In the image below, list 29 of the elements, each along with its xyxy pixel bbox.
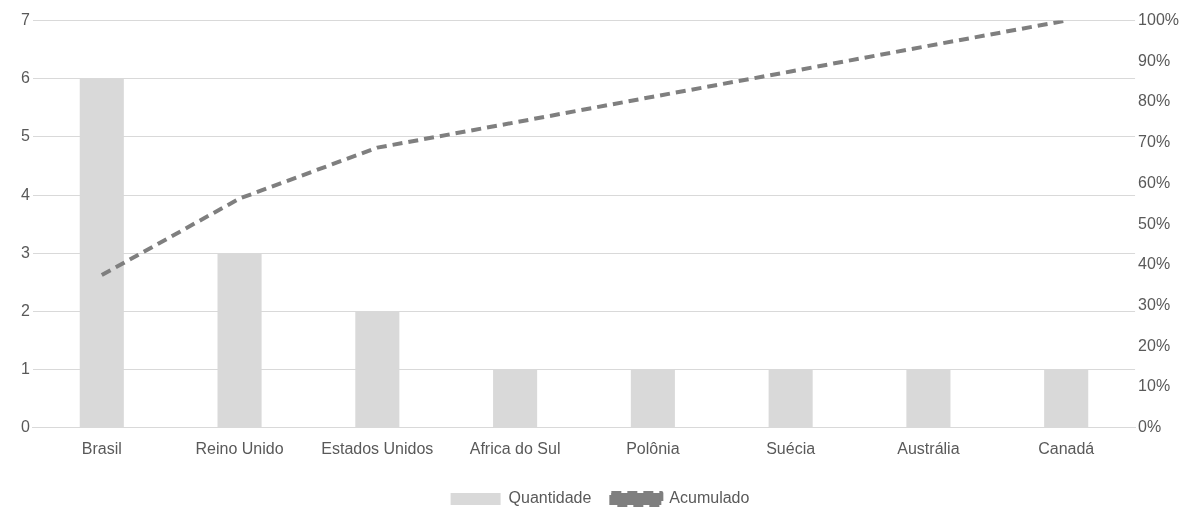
y-tick-label: 4 [20, 185, 30, 203]
y2-tick-label: 50% [1138, 214, 1171, 232]
y-tick-label: 1 [20, 360, 30, 378]
x-tick-label: Estados Unidos [321, 439, 434, 457]
x-tick-label: Austrália [897, 439, 960, 457]
x-tick-label: Suécia [766, 439, 816, 457]
y-tick-label: 0 [20, 418, 30, 436]
y2-tick-label: 90% [1138, 51, 1171, 69]
x-tick-label: Reino Unido [195, 439, 284, 457]
y2-tick-label: 0% [1138, 418, 1162, 436]
x-tick-label: Canadá [1038, 439, 1095, 457]
y-tick-label: 7 [20, 11, 30, 29]
y2-tick-label: 100% [1138, 11, 1179, 29]
y2-tick-label: 20% [1138, 336, 1171, 354]
y2-tick-label: 80% [1138, 92, 1171, 110]
y-tick-label: 5 [20, 127, 30, 145]
y-tick-label: 3 [20, 243, 30, 261]
y2-tick-label: 70% [1138, 133, 1171, 151]
legend-label: Quantidade [508, 489, 592, 507]
y-tick-label: 2 [20, 301, 30, 319]
y2-tick-label: 40% [1138, 255, 1171, 273]
y2-tick-label: 60% [1138, 173, 1171, 191]
x-tick-label: Brasil [81, 439, 122, 457]
legend-label: Acumulado [669, 489, 750, 507]
x-tick-label: Polônia [626, 439, 680, 457]
x-tick-label: Africa do Sul [469, 439, 561, 457]
y2-tick-label: 30% [1138, 296, 1171, 314]
y2-tick-label: 10% [1138, 377, 1171, 395]
y-tick-label: 6 [20, 69, 30, 87]
